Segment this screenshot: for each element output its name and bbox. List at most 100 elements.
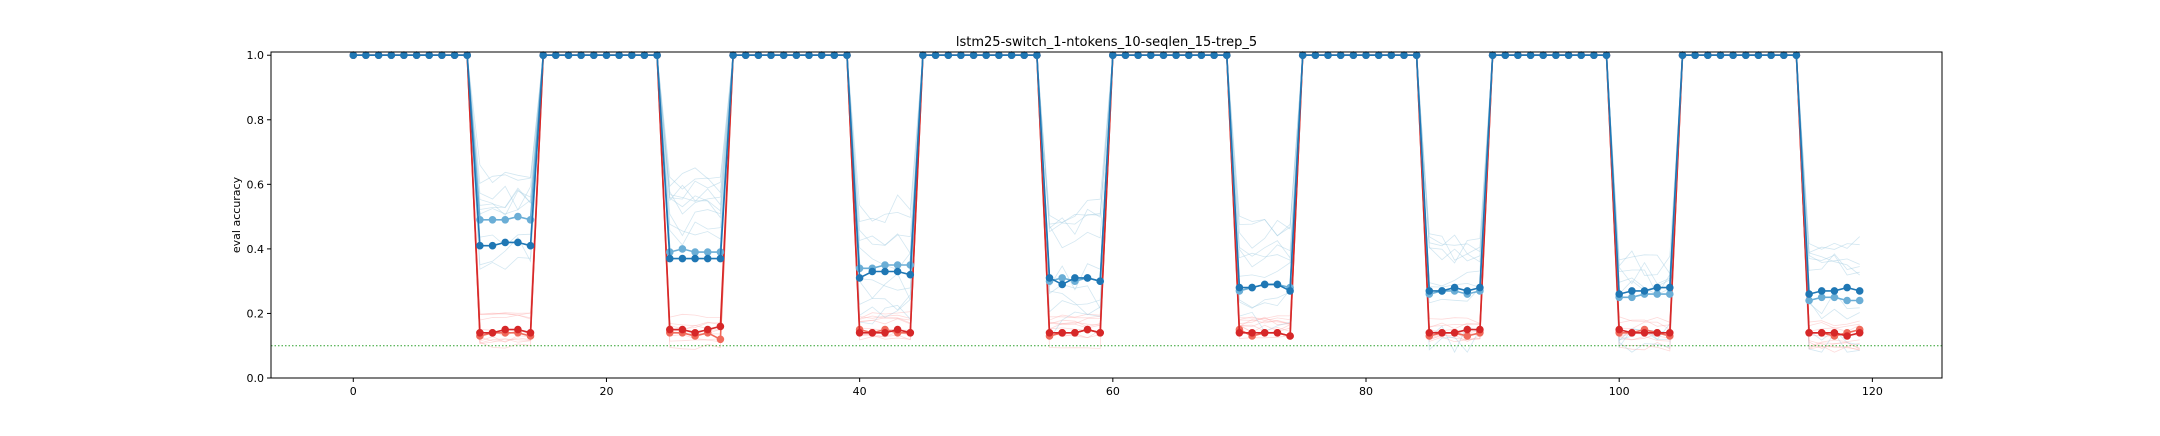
data-point [843, 51, 851, 60]
data-point [1425, 329, 1434, 337]
data-point [1666, 290, 1674, 298]
y-tick-label: 0.0 [247, 372, 265, 385]
data-point [463, 51, 472, 60]
data-point [1185, 51, 1193, 60]
data-point [1830, 329, 1839, 337]
series-line [353, 54, 1860, 296]
data-point [716, 254, 725, 263]
plot-frame [270, 51, 1943, 379]
data-point [830, 51, 839, 60]
data-point [1843, 296, 1851, 305]
data-point [374, 51, 383, 60]
data-point [703, 248, 712, 256]
data-point [893, 267, 902, 276]
data-point [1298, 51, 1307, 60]
data-point [792, 51, 801, 60]
data-point [1653, 283, 1661, 292]
data-point [817, 51, 826, 60]
data-point [779, 51, 788, 60]
data-point [362, 51, 370, 60]
y-axis-label: eval accuracy [230, 176, 243, 253]
data-point [982, 51, 991, 60]
data-point [1020, 51, 1028, 60]
x-tick-label: 80 [1359, 385, 1373, 398]
data-point [349, 51, 358, 60]
data-point [1678, 51, 1687, 60]
data-point [1286, 287, 1294, 295]
y-tick-label: 0.4 [247, 243, 265, 256]
data-point [1817, 293, 1826, 302]
data-point [425, 51, 434, 60]
data-point [1805, 296, 1813, 305]
data-point [1096, 277, 1104, 286]
data-point [1450, 329, 1459, 337]
data-point [666, 254, 674, 263]
data-point [995, 51, 1003, 60]
x-tick-label: 0 [350, 385, 357, 398]
data-point [1628, 287, 1636, 295]
data-point [754, 51, 763, 60]
y-tick-label: 0.6 [247, 178, 265, 191]
data-point [1488, 51, 1497, 60]
data-point [488, 329, 497, 337]
data-point [1248, 283, 1256, 292]
data-point [703, 325, 712, 334]
data-point [1830, 293, 1839, 302]
data-point [1653, 290, 1661, 298]
data-point [590, 51, 598, 60]
data-point [1716, 51, 1725, 60]
data-point [1083, 274, 1092, 282]
data-point [944, 51, 953, 60]
data-point [1412, 51, 1421, 60]
data-point [1830, 287, 1839, 295]
data-point [1615, 290, 1623, 298]
data-point [1653, 329, 1661, 337]
data-point [1210, 51, 1218, 60]
data-point [881, 329, 889, 337]
data-point [868, 267, 877, 276]
data-point [1172, 51, 1180, 60]
data-point [1463, 325, 1472, 334]
data-point [501, 216, 510, 224]
data-point [1260, 280, 1269, 289]
data-point [868, 329, 877, 337]
data-point [1526, 51, 1535, 60]
data-point [906, 270, 915, 279]
data-point [1248, 329, 1256, 337]
data-point [855, 274, 864, 282]
data-point [412, 51, 421, 60]
data-point [476, 329, 484, 337]
data-point [1159, 51, 1168, 60]
data-point [1045, 274, 1054, 282]
data-point [1273, 329, 1282, 337]
data-point [1855, 296, 1864, 305]
data-point [881, 261, 889, 269]
data-point [1476, 325, 1484, 334]
data-point [1552, 51, 1560, 60]
data-point [387, 51, 396, 60]
series-layer [349, 51, 1864, 344]
data-point [1362, 51, 1370, 60]
data-point [400, 51, 408, 60]
data-point [1792, 51, 1801, 60]
data-point [514, 212, 522, 221]
data-point [438, 51, 446, 60]
data-point [476, 241, 484, 250]
data-point [1577, 51, 1585, 60]
data-point [1336, 51, 1345, 60]
data-point [514, 325, 522, 334]
data-point [716, 322, 725, 331]
data-point [1286, 332, 1294, 340]
data-point [893, 261, 902, 269]
data-point [1045, 329, 1054, 337]
data-point [1817, 287, 1826, 295]
x-tick-label: 40 [853, 385, 867, 398]
data-point [1602, 51, 1611, 60]
data-point [1666, 283, 1674, 292]
data-point [1590, 51, 1598, 60]
data-point [1071, 329, 1079, 337]
data-point [1805, 290, 1813, 298]
data-point [615, 51, 623, 60]
data-point [1843, 283, 1851, 292]
